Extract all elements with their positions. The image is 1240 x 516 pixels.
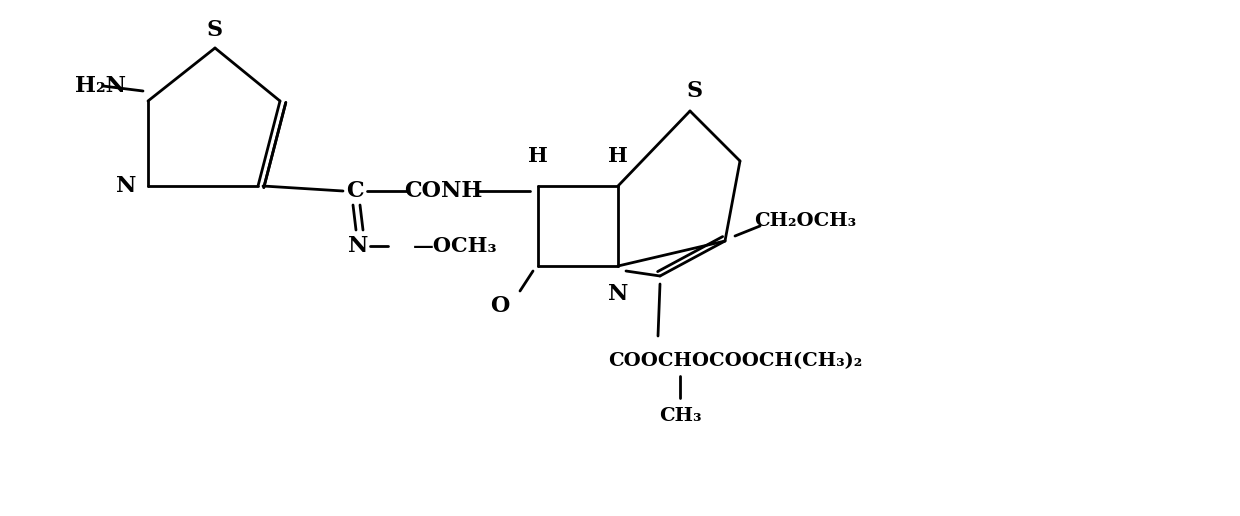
Text: S: S xyxy=(207,19,223,41)
Text: —OCH₃: —OCH₃ xyxy=(413,236,497,256)
Text: S: S xyxy=(687,80,703,102)
Text: H: H xyxy=(528,146,548,166)
Text: N: N xyxy=(608,283,629,305)
Text: C: C xyxy=(346,180,363,202)
Text: CH₂OCH₃: CH₂OCH₃ xyxy=(754,212,856,230)
Text: CH₃: CH₃ xyxy=(658,407,702,425)
Text: N: N xyxy=(115,175,136,197)
Text: COOCHOCOOCH(CH₃)₂: COOCHOCOOCH(CH₃)₂ xyxy=(608,352,862,370)
Text: O: O xyxy=(490,295,510,317)
Text: N: N xyxy=(347,235,368,257)
Text: CONH: CONH xyxy=(404,180,482,202)
Text: H₂N: H₂N xyxy=(74,75,126,97)
Text: H: H xyxy=(608,146,627,166)
